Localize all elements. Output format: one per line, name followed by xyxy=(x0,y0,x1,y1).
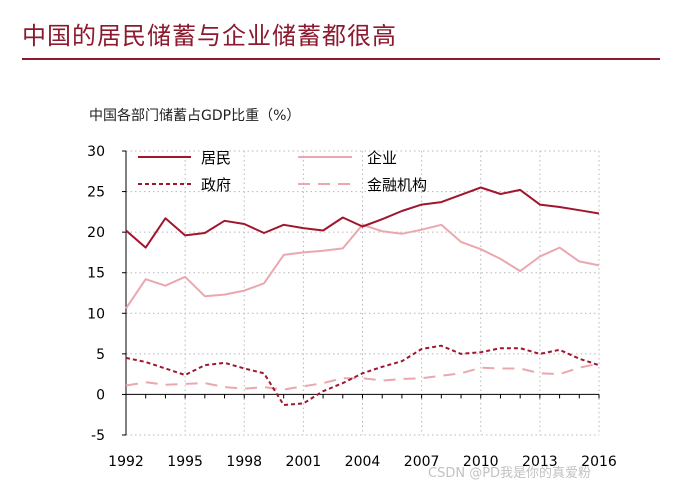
series-line-1 xyxy=(125,186,600,249)
series-layer xyxy=(125,186,600,406)
series-line-2 xyxy=(125,223,600,309)
legend-label: 政府 xyxy=(201,176,231,194)
series-line-3 xyxy=(125,344,600,406)
x-tick-label: 2001 xyxy=(286,454,322,470)
y-tick-label: -5 xyxy=(91,428,105,444)
legend-label: 居民 xyxy=(201,149,231,167)
y-tick-label: 0 xyxy=(96,387,105,403)
grid-layer xyxy=(125,150,600,436)
x-tick-label: 2010 xyxy=(463,454,499,470)
x-tick-label: 2007 xyxy=(404,454,440,470)
chart-title: 中国各部门储蓄占GDP比重（%） xyxy=(89,108,300,124)
title-divider xyxy=(22,58,660,60)
legend-label: 企业 xyxy=(367,149,397,167)
x-tick-label: 1992 xyxy=(108,454,144,470)
y-tick-label: 10 xyxy=(87,306,105,322)
x-tick-label: 2016 xyxy=(581,454,617,470)
y-tick-label: 20 xyxy=(87,225,105,241)
y-tick-label: 15 xyxy=(87,266,105,282)
y-tick-label: 5 xyxy=(96,347,105,363)
watermark-text: CSDN @PD我是你的真爱粉 xyxy=(428,466,592,481)
x-tick-label: 2013 xyxy=(522,454,558,470)
y-tick-label: 30 xyxy=(87,144,105,160)
x-tick-label: 1995 xyxy=(167,454,203,470)
page-title: 中国的居民储蓄与企业储蓄都很高 xyxy=(22,22,397,50)
x-tick-label: 1998 xyxy=(226,454,262,470)
y-tick-label: 25 xyxy=(87,185,105,201)
legend-label: 金融机构 xyxy=(367,176,427,194)
x-tick-label: 2004 xyxy=(345,454,381,470)
